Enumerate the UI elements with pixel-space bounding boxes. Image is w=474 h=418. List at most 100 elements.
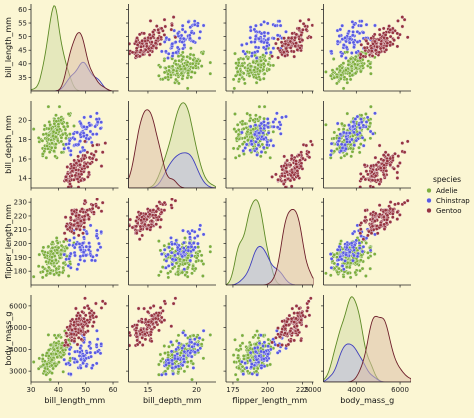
point-gentoo [308, 35, 313, 40]
point-gentoo [415, 206, 418, 209]
point-chinstrap [82, 115, 87, 120]
point-chinstrap [68, 153, 73, 157]
point-chinstrap [351, 124, 355, 129]
point-gentoo [288, 45, 293, 50]
point-adelie [360, 63, 365, 68]
point-gentoo [76, 154, 80, 159]
y-axis-label: bill_depth_mm [4, 115, 13, 174]
point-chinstrap [188, 258, 193, 263]
point-adelie [37, 252, 42, 257]
point-chinstrap [252, 40, 257, 44]
point-adelie [50, 245, 55, 250]
point-chinstrap [345, 139, 349, 144]
point-adelie [271, 129, 276, 134]
point-adelie [44, 372, 49, 377]
point-adelie [245, 369, 250, 374]
y-tick-label: 6000 [9, 302, 27, 310]
point-gentoo [136, 306, 141, 311]
panel-bill_depth_mm-vs-flipper_length_mm [223, 101, 314, 191]
point-adelie [208, 71, 213, 76]
point-chinstrap [248, 358, 253, 363]
point-chinstrap [164, 259, 169, 263]
point-gentoo [276, 343, 280, 348]
point-chinstrap [272, 36, 276, 41]
point-adelie [183, 236, 187, 240]
point-gentoo [161, 309, 165, 313]
point-adelie [348, 275, 353, 280]
point-chinstrap [68, 148, 73, 153]
point-chinstrap [182, 240, 186, 245]
point-adelie [55, 355, 60, 360]
point-adelie [51, 129, 56, 134]
point-gentoo [95, 142, 99, 147]
point-gentoo [158, 225, 163, 229]
point-chinstrap [173, 365, 178, 369]
point-adelie [263, 58, 268, 63]
point-chinstrap [357, 122, 361, 127]
point-adelie [252, 68, 256, 73]
point-gentoo [383, 208, 388, 213]
point-gentoo [299, 318, 304, 323]
point-gentoo [373, 219, 377, 223]
point-chinstrap [94, 361, 99, 366]
point-gentoo [297, 26, 301, 31]
point-gentoo [395, 176, 400, 180]
point-gentoo [82, 305, 87, 310]
point-adelie [51, 366, 55, 371]
point-adelie [193, 266, 198, 271]
point-gentoo [301, 27, 305, 32]
y-axis-label: flipper_length_mm [4, 204, 13, 279]
point-chinstrap [91, 363, 95, 368]
point-gentoo [288, 339, 293, 344]
point-adelie [40, 357, 45, 361]
point-gentoo [364, 169, 369, 174]
point-gentoo [299, 338, 303, 343]
point-chinstrap [175, 352, 180, 356]
point-gentoo [395, 170, 400, 175]
point-adelie [341, 61, 346, 66]
point-chinstrap [275, 350, 280, 355]
point-adelie [350, 149, 355, 154]
point-chinstrap [176, 251, 180, 256]
point-gentoo [170, 288, 173, 291]
point-gentoo [366, 41, 370, 46]
point-gentoo [294, 316, 298, 321]
point-chinstrap [347, 40, 352, 45]
point-chinstrap [198, 223, 203, 228]
point-chinstrap [195, 23, 200, 28]
point-adelie [191, 53, 196, 57]
point-gentoo [134, 46, 139, 51]
point-gentoo [64, 237, 68, 242]
point-chinstrap [85, 133, 89, 138]
point-gentoo [306, 299, 311, 304]
point-adelie [232, 127, 237, 131]
y-tick-label: 230 [14, 199, 27, 207]
point-gentoo [292, 320, 297, 324]
point-gentoo [388, 34, 393, 39]
point-adelie [36, 264, 41, 269]
point-gentoo [173, 35, 178, 40]
point-chinstrap [266, 125, 270, 130]
point-adelie [176, 272, 181, 277]
point-gentoo [274, 172, 278, 177]
point-gentoo [378, 223, 383, 228]
point-gentoo [369, 164, 374, 168]
point-adelie [354, 66, 358, 70]
point-chinstrap [62, 357, 67, 362]
point-adelie [236, 132, 241, 137]
point-chinstrap [181, 330, 185, 335]
point-chinstrap [339, 142, 344, 147]
point-gentoo [392, 38, 396, 43]
point-adelie [41, 132, 46, 137]
point-adelie [324, 70, 328, 74]
point-gentoo [415, 22, 418, 25]
point-gentoo [373, 173, 378, 178]
point-gentoo [384, 47, 389, 52]
point-adelie [191, 361, 195, 366]
point-gentoo [274, 41, 278, 46]
point-gentoo [385, 213, 390, 218]
point-chinstrap [249, 362, 254, 366]
point-chinstrap [243, 361, 248, 365]
point-gentoo [285, 158, 290, 163]
point-chinstrap [277, 120, 282, 125]
